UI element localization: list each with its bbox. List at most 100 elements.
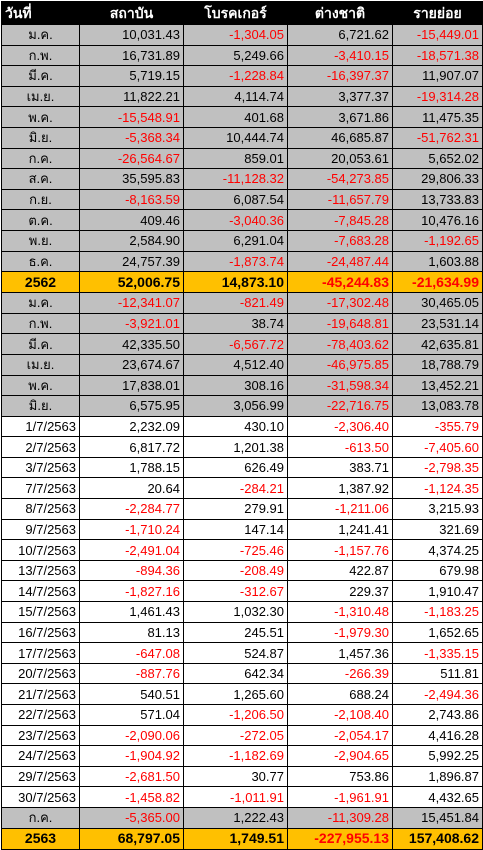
foreign-cell: -227,955.13 xyxy=(287,827,393,850)
column-header-retail: รายย่อย xyxy=(392,1,483,25)
foreign-cell: -2,306.40 xyxy=(287,415,393,438)
institutional-cell: -647.08 xyxy=(79,642,184,664)
institutional-cell: 23,674.67 xyxy=(79,353,184,376)
date-cell: 7/7/2563 xyxy=(1,477,80,500)
month-cell: มิ.ย. xyxy=(1,395,80,417)
institutional-cell: -8,163.59 xyxy=(79,188,184,211)
foreign-cell: -19,648.81 xyxy=(287,312,393,335)
month-row: พ.ค. 17,838.01 308.16 -31,598.34 13,452.21 xyxy=(1,374,483,397)
foreign-cell: -11,309.28 xyxy=(287,806,393,829)
foreign-cell: -17,302.48 xyxy=(287,292,393,314)
broker-cell: 6,087.54 xyxy=(183,188,288,211)
broker-cell: -272.05 xyxy=(183,724,288,747)
month-row: ม.ค. 10,031.43 -1,304.05 6,721.62 -15,449.01 xyxy=(1,24,483,46)
foreign-cell: 1,457.36 xyxy=(287,642,393,664)
institutional-cell: -1,710.24 xyxy=(79,518,184,541)
institutional-cell: 42,335.50 xyxy=(79,333,184,355)
retail-cell: 679.98 xyxy=(392,559,483,582)
foreign-cell: 6,721.62 xyxy=(287,24,393,46)
month-cell: ธ.ค. xyxy=(1,250,80,273)
date-cell: 29/7/2563 xyxy=(1,765,80,788)
institutional-cell: 17,838.01 xyxy=(79,374,184,397)
month-row: มี.ค. 5,719.15 -1,228.84 -16,397.37 11,907.0… xyxy=(1,65,483,87)
institutional-cell: 81.13 xyxy=(79,621,184,644)
date-cell: 14/7/2563 xyxy=(1,580,80,603)
daily-row: 9/7/2563 -1,710.24 147.14 1,241.41 321.69 xyxy=(1,518,483,541)
foreign-cell: 1,387.92 xyxy=(287,477,393,500)
retail-cell: 1,910.47 xyxy=(392,580,483,603)
institutional-cell: -3,921.01 xyxy=(79,312,184,335)
institutional-cell: -887.76 xyxy=(79,662,184,685)
daily-row: 7/7/2563 20.64 -284.21 1,387.92 -1,124.35 xyxy=(1,477,483,500)
daily-row: 15/7/2563 1,461.43 1,032.30 -1,310.48 -1,183… xyxy=(1,601,483,623)
foreign-cell: -1,961.91 xyxy=(287,786,393,808)
month-row: ก.ย. -8,163.59 6,087.54 -11,657.79 13,733.83 xyxy=(1,188,483,211)
date-cell: 20/7/2563 xyxy=(1,662,80,685)
broker-cell: 30.77 xyxy=(183,765,288,788)
broker-cell: 4,114.74 xyxy=(183,85,288,108)
institutional-cell: 10,031.43 xyxy=(79,24,184,46)
institutional-cell: -2,090.06 xyxy=(79,724,184,747)
retail-cell: -19,314.28 xyxy=(392,85,483,108)
header-row: วันที่ สถาบัน โบรคเกอร์ ต่างชาติ รายย่อย xyxy=(1,1,483,25)
institutional-cell: 24,757.39 xyxy=(79,250,184,273)
broker-cell: 1,749.51 xyxy=(183,827,288,850)
month-row: มี.ค. 42,335.50 -6,567.72 -78,403.62 42,635.… xyxy=(1,333,483,355)
table-body: ม.ค. 10,031.43 -1,304.05 6,721.62 -15,449.01… xyxy=(1,24,483,850)
broker-cell: 4,512.40 xyxy=(183,353,288,376)
column-header-broker: โบรคเกอร์ xyxy=(183,1,288,25)
institutional-cell: 1,461.43 xyxy=(79,601,184,623)
column-header-institutional: สถาบัน xyxy=(79,1,184,25)
institutional-cell: 6,575.95 xyxy=(79,395,184,417)
date-cell: 30/7/2563 xyxy=(1,786,80,808)
broker-cell: 626.49 xyxy=(183,456,288,479)
institutional-cell: -26,564.67 xyxy=(79,147,184,170)
year-cell: 2562 xyxy=(1,271,80,294)
year-cell: 2563 xyxy=(1,827,80,850)
broker-cell: -6,567.72 xyxy=(183,333,288,355)
retail-cell: -2,798.35 xyxy=(392,456,483,479)
month-cell: ม.ค. xyxy=(1,24,80,46)
daily-row: 24/7/2563 -1,904.92 -1,182.69 -2,904.65 5,99… xyxy=(1,745,483,767)
broker-cell: -1,873.74 xyxy=(183,250,288,273)
month-row: เม.ย. 23,674.67 4,512.40 -46,975.85 18,788.7… xyxy=(1,353,483,376)
retail-cell: 23,531.14 xyxy=(392,312,483,335)
foreign-cell: -7,683.28 xyxy=(287,229,393,252)
institutional-cell: 1,788.15 xyxy=(79,456,184,479)
institutional-cell: 52,006.75 xyxy=(79,271,184,294)
broker-cell: 10,444.74 xyxy=(183,126,288,149)
broker-cell: 308.16 xyxy=(183,374,288,397)
month-cell: เม.ย. xyxy=(1,85,80,108)
foreign-cell: 46,685.87 xyxy=(287,126,393,149)
institutional-cell: -1,458.82 xyxy=(79,786,184,808)
retail-cell: -1,124.35 xyxy=(392,477,483,500)
broker-cell: -1,304.05 xyxy=(183,24,288,46)
month-cell: มี.ค. xyxy=(1,333,80,355)
retail-cell: 2,743.86 xyxy=(392,704,483,726)
date-cell: 21/7/2563 xyxy=(1,683,80,705)
retail-cell: 4,416.28 xyxy=(392,724,483,747)
retail-cell: 3,215.93 xyxy=(392,498,483,520)
institutional-cell: -2,681.50 xyxy=(79,765,184,788)
month-cell: ก.ย. xyxy=(1,188,80,211)
retail-cell: 5,992.25 xyxy=(392,745,483,767)
retail-cell: 13,083.78 xyxy=(392,395,483,417)
broker-cell: 642.34 xyxy=(183,662,288,685)
daily-row: 3/7/2563 1,788.15 626.49 383.71 -2,798.35 xyxy=(1,456,483,479)
month-row: มิ.ย. 6,575.95 3,056.99 -22,716.75 13,083.78 xyxy=(1,395,483,417)
institutional-cell: -5,365.00 xyxy=(79,806,184,829)
institutional-cell: -894.36 xyxy=(79,559,184,582)
foreign-cell: 688.24 xyxy=(287,683,393,705)
foreign-cell: 20,053.61 xyxy=(287,147,393,170)
institutional-cell: 571.04 xyxy=(79,704,184,726)
broker-cell: 38.74 xyxy=(183,312,288,335)
month-row: ก.พ. -3,921.01 38.74 -19,648.81 23,531.14 xyxy=(1,312,483,335)
retail-cell: -15,449.01 xyxy=(392,24,483,46)
foreign-cell: 753.86 xyxy=(287,765,393,788)
broker-cell: 859.01 xyxy=(183,147,288,170)
foreign-cell: -1,979.30 xyxy=(287,621,393,644)
institutional-cell: 11,822.21 xyxy=(79,85,184,108)
daily-row: 1/7/2563 2,232.09 430.10 -2,306.40 -355.79 xyxy=(1,415,483,438)
retail-cell: -355.79 xyxy=(392,415,483,438)
institutional-cell: 16,731.89 xyxy=(79,44,184,67)
